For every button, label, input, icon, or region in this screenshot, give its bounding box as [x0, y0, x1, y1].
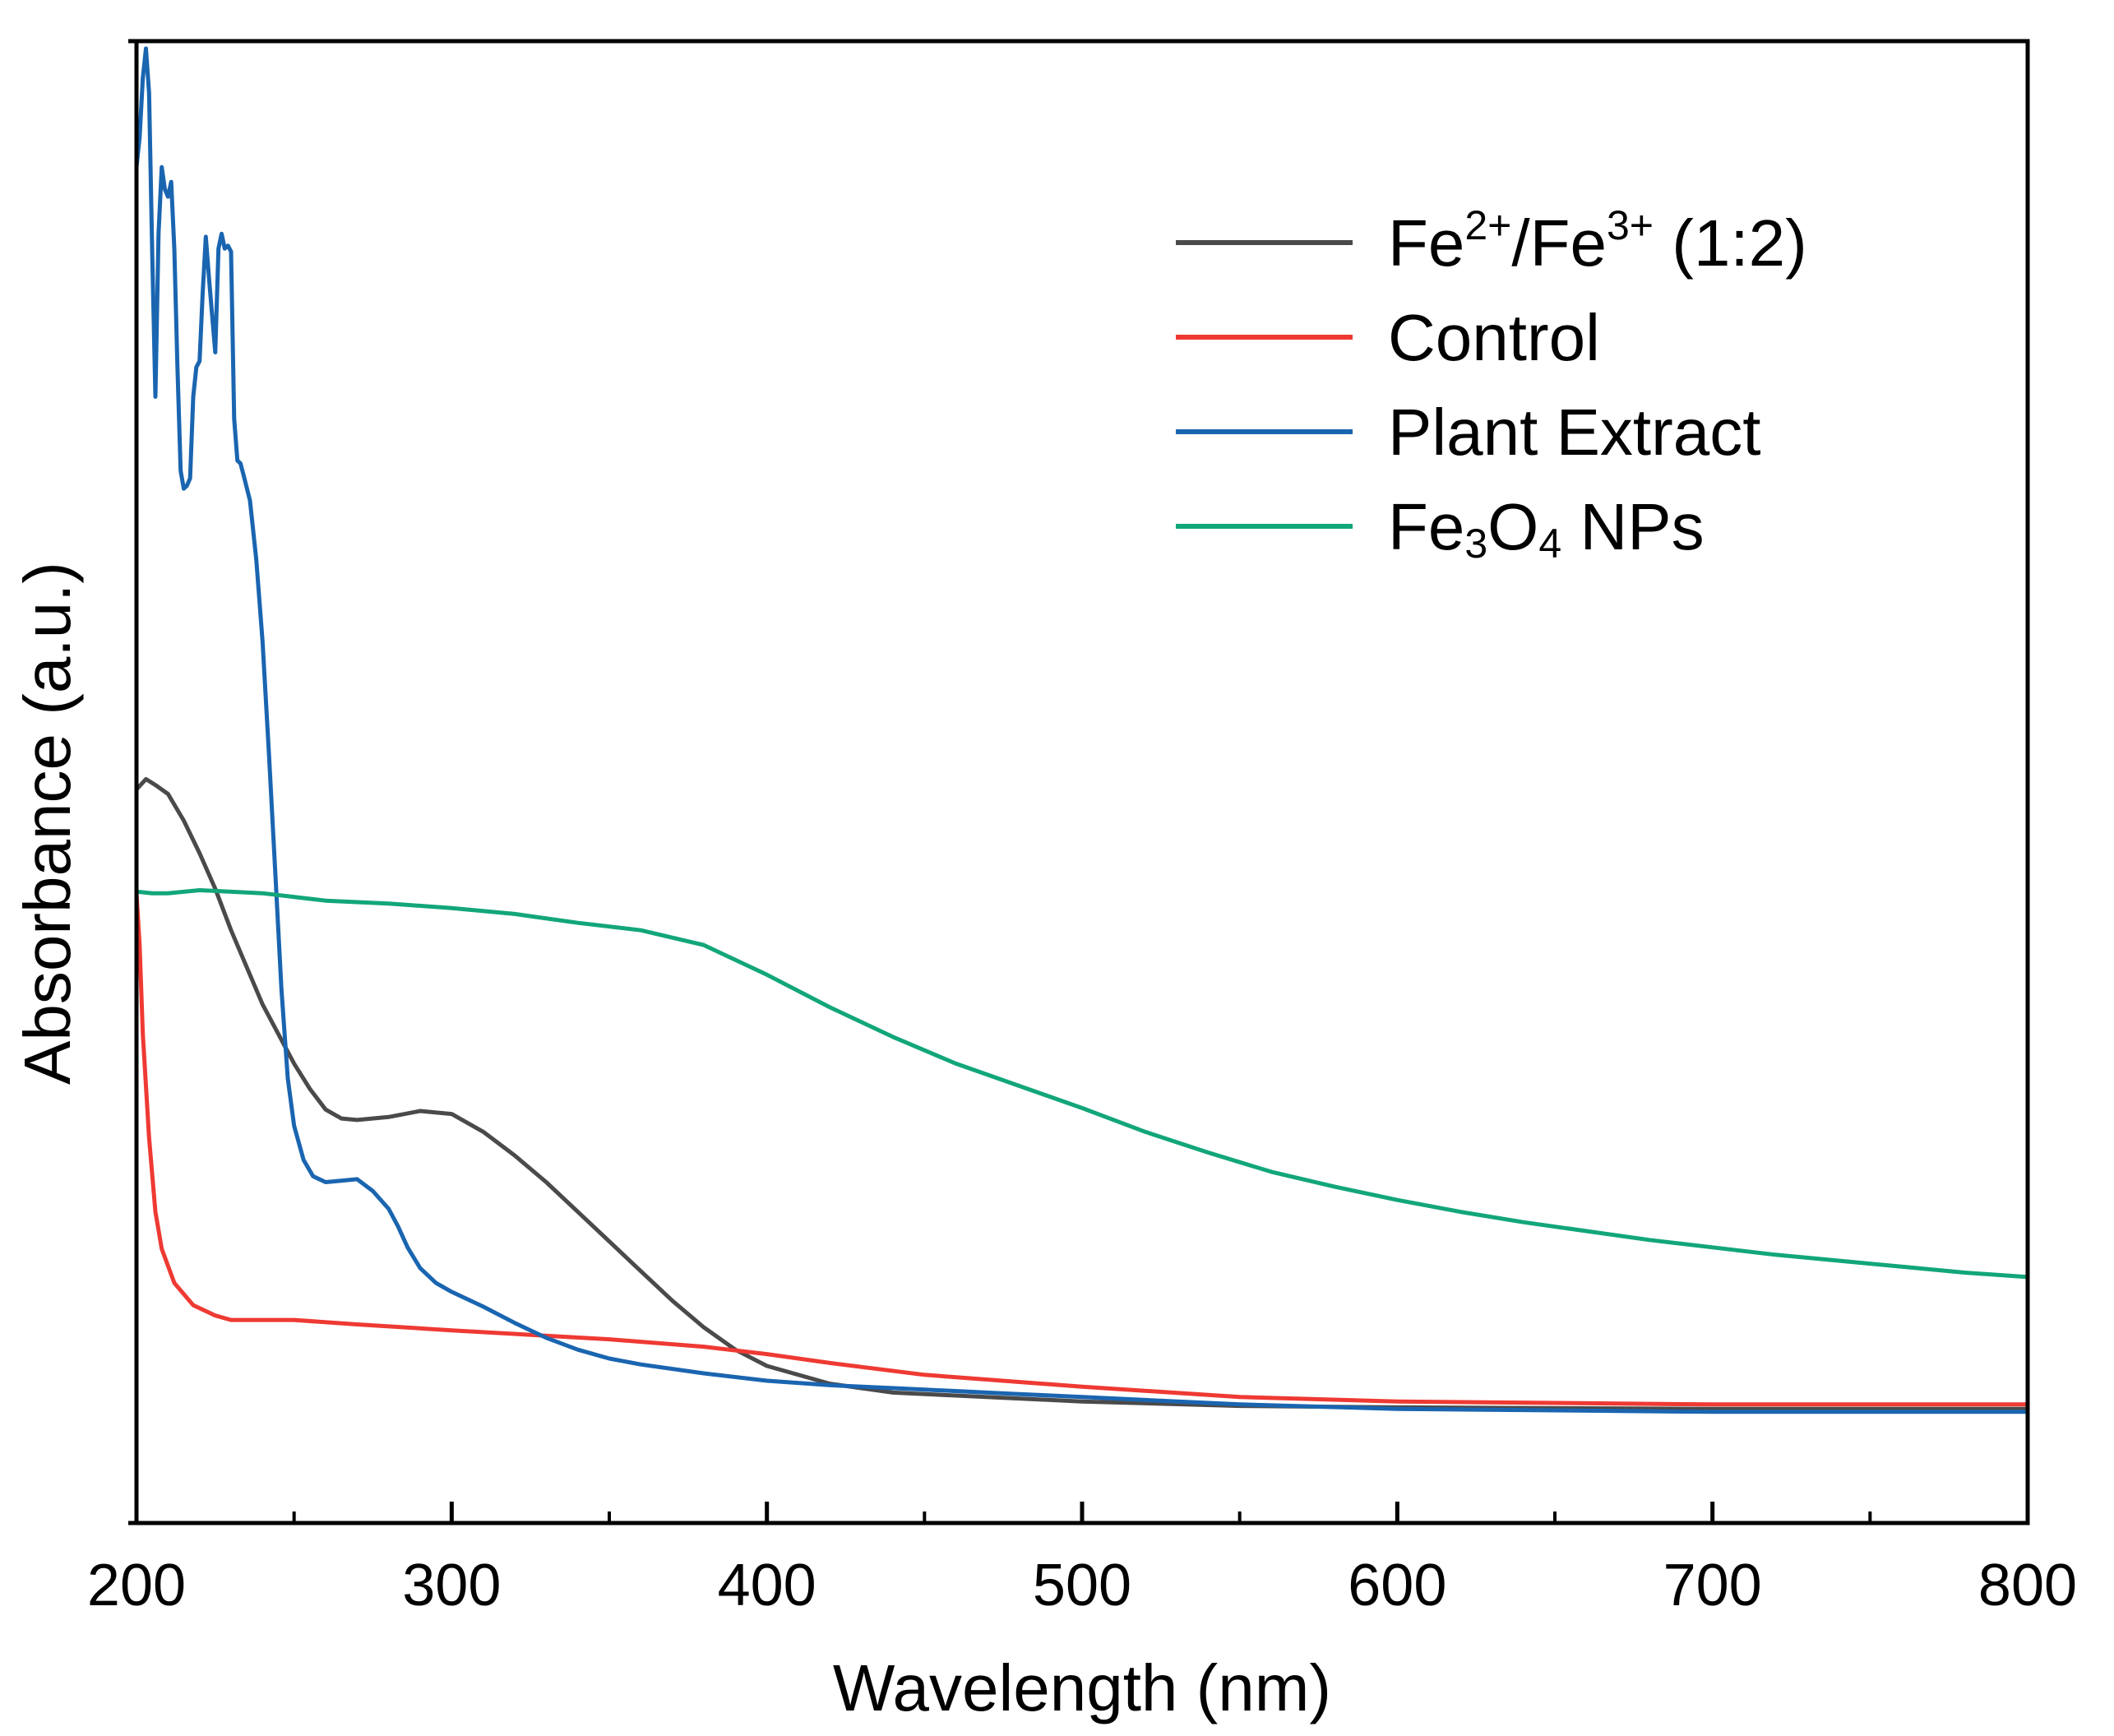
x-tick-label: 600	[1348, 1553, 1446, 1618]
legend-label-3: Fe3O4 NPs	[1388, 490, 1705, 567]
x-tick-label: 400	[718, 1553, 816, 1618]
legend-label-1: Control	[1388, 301, 1600, 374]
x-tick-label: 500	[1033, 1553, 1131, 1618]
x-tick-label: 800	[1978, 1553, 2077, 1618]
series-line-1	[134, 893, 2028, 1407]
x-axis-title: Wavelength (nm)	[833, 1651, 1331, 1724]
series-line-3	[136, 888, 2028, 1280]
x-tick-label: 700	[1663, 1553, 1762, 1618]
series-layer	[134, 46, 2028, 1414]
series-line-0	[135, 776, 2028, 1411]
series-line-2	[134, 46, 2028, 1414]
x-tick-label: 300	[402, 1553, 501, 1618]
x-tick-label: 200	[87, 1553, 186, 1618]
legend: Fe2+/Fe3+ (1:2) Control Plant Extract Fe3O4…	[1176, 202, 1807, 567]
y-axis-title: Absorbance (a.u.)	[11, 562, 84, 1085]
legend-label-0: Fe2+/Fe3+ (1:2)	[1388, 202, 1807, 280]
legend-label-2: Plant Extract	[1388, 396, 1761, 469]
x-axis-ticks: 200 300 400 500 600 700 800	[87, 39, 2077, 1618]
